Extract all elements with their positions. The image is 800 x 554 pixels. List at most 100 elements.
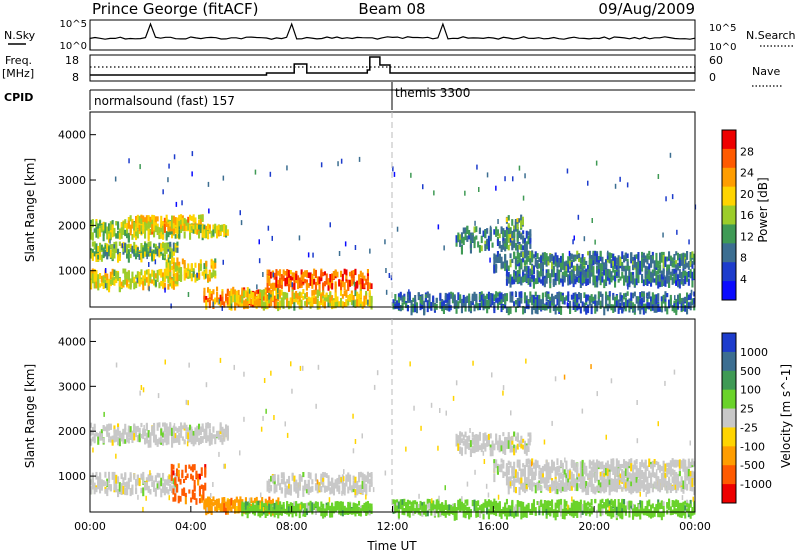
power-panel-cell xyxy=(286,292,289,299)
power-panel-cell xyxy=(136,217,139,224)
power-panel-cell xyxy=(338,301,341,307)
power-panel-cell xyxy=(511,295,514,303)
power-panel-cell xyxy=(288,277,291,287)
power-panel-point xyxy=(675,280,677,286)
power-panel-cell xyxy=(669,255,672,261)
velocity-panel-cell xyxy=(504,441,507,447)
power-panel-cell xyxy=(118,233,121,240)
power-panel-cell xyxy=(176,272,179,282)
velocity-panel-cell xyxy=(561,508,564,513)
power-panel-cell xyxy=(469,243,472,249)
power-panel-cell xyxy=(529,271,532,277)
power-panel-cell xyxy=(576,296,579,303)
power-panel-cell xyxy=(678,293,681,302)
power-panel-cell xyxy=(617,278,620,283)
power-panel-cell xyxy=(198,224,201,230)
velocity-panel-cell xyxy=(304,483,307,491)
power-panel-cell xyxy=(599,273,602,281)
power-panel-cell xyxy=(498,254,501,263)
velocity-panel-cell xyxy=(170,463,173,473)
velocity-panel-cell xyxy=(554,511,557,517)
power-panel-cell xyxy=(178,221,181,227)
velocity-panel-cell xyxy=(144,481,147,491)
power-panel-cell xyxy=(279,269,282,277)
power-panel-cell xyxy=(93,274,96,282)
power-panel-cell xyxy=(619,256,622,262)
power-panel-cell xyxy=(133,221,136,228)
power-panel-cell xyxy=(522,245,525,251)
power-panel-cell xyxy=(480,291,483,296)
power-panel-cell xyxy=(468,296,471,301)
velocity-panel-cell xyxy=(252,506,255,515)
power-panel-cell xyxy=(547,261,550,266)
velocity-panel-cell xyxy=(437,498,440,507)
power-panel-cell xyxy=(514,261,517,269)
velocity-panel-cell xyxy=(426,510,429,517)
velocity-panel-cell xyxy=(493,444,496,451)
power-panel-cell xyxy=(552,296,555,304)
velocity-panel-cell xyxy=(522,438,525,443)
power-panel-cell xyxy=(466,225,469,234)
velocity-panel-cell xyxy=(496,502,499,507)
power-panel-cell xyxy=(359,297,362,304)
velocity-panel-cell xyxy=(513,431,516,437)
power-panel-cell xyxy=(592,253,595,261)
power-panel-cell xyxy=(359,284,362,293)
power-panel-point xyxy=(230,303,233,309)
power-panel-cell xyxy=(637,252,640,261)
velocity-panel-cell xyxy=(172,470,175,476)
velocity-panel-cell xyxy=(572,511,575,518)
power-panel-cell xyxy=(518,276,521,283)
velocity-panel-cell xyxy=(401,504,404,509)
velocity-panel-cell xyxy=(520,512,523,520)
power-panel-cell xyxy=(457,235,460,243)
power-panel-cell xyxy=(560,295,563,301)
power-panel-cell xyxy=(174,227,177,234)
power-panel-cell xyxy=(176,225,179,234)
power-panel-cell xyxy=(108,223,111,231)
velocity-panel-cell xyxy=(628,504,631,511)
power-panel-cell xyxy=(172,257,175,263)
power-panel-cell xyxy=(97,245,100,252)
velocity-panel-cell xyxy=(659,502,662,510)
velocity-panel-cell xyxy=(444,510,447,518)
power-panel-cell xyxy=(327,278,330,286)
velocity-panel-cell xyxy=(305,502,308,508)
power-panel-cell xyxy=(590,272,593,277)
power-panel-cell xyxy=(608,270,611,276)
power-panel-cell xyxy=(453,296,456,303)
velocity-panel-cell xyxy=(302,472,305,478)
velocity-panel-cell xyxy=(673,506,676,514)
power-panel-cell xyxy=(687,261,690,270)
velocity-panel-cell xyxy=(100,479,103,488)
power-panel-point xyxy=(191,151,194,157)
velocity-panel-cell xyxy=(122,428,125,438)
velocity-panel-cell xyxy=(505,510,508,520)
power-panel-cell xyxy=(162,253,165,260)
velocity-panel-cell xyxy=(610,498,613,506)
power-panel-cell xyxy=(651,255,654,260)
power-panel-point xyxy=(291,282,293,288)
velocity-panel-cell xyxy=(205,436,208,443)
power-panel-cell xyxy=(572,276,575,284)
velocity-panel-cell xyxy=(341,480,344,487)
velocity-panel-cell xyxy=(336,481,339,488)
power-panel-cell xyxy=(349,271,352,277)
power-panel-cell xyxy=(99,220,102,226)
power-panel-cell xyxy=(527,255,530,262)
velocity-panel-cell xyxy=(331,502,334,508)
velocity-panel-cell xyxy=(122,477,125,485)
velocity-panel-cell xyxy=(365,475,368,482)
power-panel-cell xyxy=(365,278,368,285)
velocity-panel-cell xyxy=(133,473,136,480)
colorbar-swatch xyxy=(722,262,736,282)
velocity-panel-cell xyxy=(145,432,148,441)
power-panel-cell xyxy=(100,224,103,232)
power-panel-cell xyxy=(314,290,317,295)
velocity-panel-cell xyxy=(195,498,198,505)
power-panel-point xyxy=(139,164,141,170)
power-panel-cell xyxy=(520,233,523,240)
power-panel-cell xyxy=(347,298,350,306)
velocity-panel-cell xyxy=(151,475,154,482)
power-panel-cell xyxy=(691,251,694,258)
